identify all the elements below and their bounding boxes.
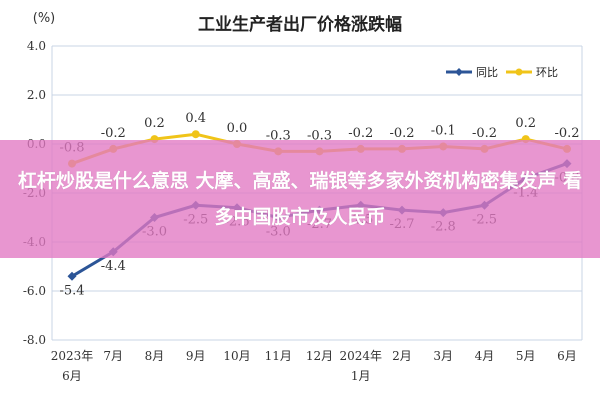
data-label-mom: -0.2 bbox=[348, 126, 373, 141]
y-tick-label: -8.0 bbox=[23, 333, 46, 347]
data-label-mom: -0.2 bbox=[101, 126, 126, 141]
chart-title: 工业生产者出厂价格涨跌幅 bbox=[198, 14, 402, 35]
x-tick-label: 12月 bbox=[306, 349, 333, 363]
data-label-mom: -0.3 bbox=[307, 128, 332, 143]
data-label-mom: -0.1 bbox=[431, 123, 456, 138]
x-tick-label: 6月 bbox=[62, 369, 82, 383]
y-tick-label: 2.0 bbox=[27, 88, 46, 102]
legend: 同比 环比 bbox=[446, 66, 558, 79]
data-label-mom: 0.4 bbox=[185, 111, 206, 126]
data-label-mom: -0.2 bbox=[554, 126, 579, 141]
x-tick-label: 6月 bbox=[557, 349, 577, 363]
x-tick-label: 7月 bbox=[103, 349, 123, 363]
x-tick-label: 8月 bbox=[145, 349, 165, 363]
data-label-mom: 0.2 bbox=[144, 116, 165, 131]
legend-marker-mom bbox=[515, 68, 523, 76]
legend-label-mom: 环比 bbox=[536, 66, 558, 79]
y-tick-label: -6.0 bbox=[23, 284, 46, 298]
series-point-mom bbox=[191, 130, 200, 139]
legend-marker-yoy bbox=[455, 68, 463, 76]
data-label-yoy: -4.4 bbox=[101, 259, 126, 274]
x-tick-label: 2月 bbox=[392, 349, 412, 363]
data-label-mom: -0.3 bbox=[266, 128, 291, 143]
y-tick-label: 4.0 bbox=[27, 39, 46, 53]
x-tick-label: 2023年 bbox=[51, 349, 94, 363]
data-label-yoy: -5.4 bbox=[59, 283, 84, 298]
data-label-mom: -0.2 bbox=[389, 126, 414, 141]
x-tick-label: 3月 bbox=[433, 349, 453, 363]
x-tick-label: 11月 bbox=[265, 349, 292, 363]
series-point-yoy bbox=[67, 271, 77, 281]
x-tick-label: 1月 bbox=[351, 369, 371, 383]
headline-overlay-banner[interactable]: 杠杆炒股是什么意思 大摩、高盛、瑞银等多家外资机构密集发声 看多中国股市及人民币 bbox=[0, 140, 600, 258]
data-label-mom: -0.2 bbox=[472, 126, 497, 141]
data-label-mom: 0.2 bbox=[515, 116, 536, 131]
y-axis-unit-label: (%) bbox=[33, 11, 56, 26]
x-tick-label: 10月 bbox=[223, 349, 250, 363]
x-tick-label: 5月 bbox=[516, 349, 536, 363]
x-tick-label: 4月 bbox=[475, 349, 495, 363]
headline-overlay-text: 杠杆炒股是什么意思 大摩、高盛、瑞银等多家外资机构密集发声 看多中国股市及人民币 bbox=[17, 170, 583, 228]
x-tick-label: 2024年 bbox=[339, 349, 382, 363]
x-tick-label: 9月 bbox=[186, 349, 206, 363]
data-label-mom: 0.0 bbox=[227, 121, 248, 136]
legend-label-yoy: 同比 bbox=[476, 66, 498, 79]
